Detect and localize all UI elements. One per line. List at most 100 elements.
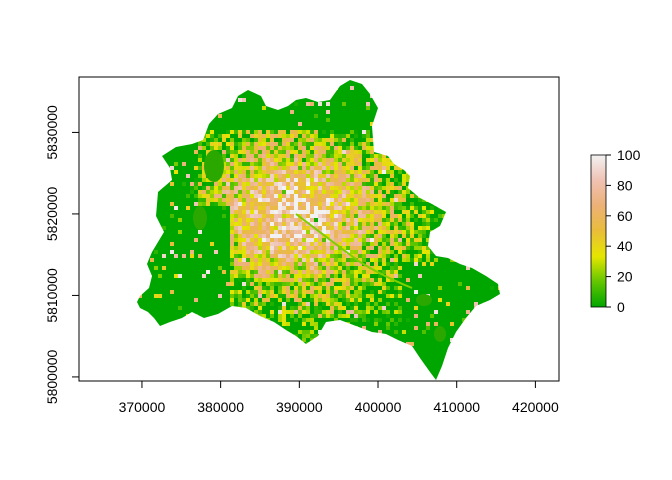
raster-cell (378, 254, 382, 258)
raster-cell (274, 142, 278, 146)
raster-cell (262, 174, 266, 178)
raster-cell (150, 82, 154, 86)
raster-cell (278, 98, 282, 102)
raster-cell (294, 258, 298, 262)
raster-cell (286, 122, 290, 126)
raster-cell (234, 158, 238, 162)
raster-cell (398, 138, 402, 142)
raster-cell (370, 102, 374, 106)
raster-cell (418, 162, 422, 166)
raster-cell (362, 186, 366, 190)
raster-cell (366, 182, 370, 186)
raster-cell (170, 186, 174, 190)
raster-cell (142, 154, 146, 158)
raster-cell (306, 102, 310, 106)
raster-cell (198, 162, 202, 166)
raster-cell (358, 94, 362, 98)
raster-cell (458, 102, 462, 106)
raster-cell (150, 206, 154, 210)
raster-cell (170, 234, 174, 238)
raster-cell (382, 246, 386, 250)
raster-cell (154, 190, 158, 194)
raster-cell (298, 174, 302, 178)
raster-cell (418, 262, 422, 266)
raster-cell (346, 202, 350, 206)
raster-cell (186, 154, 190, 158)
raster-cell (366, 246, 370, 250)
raster-cell (282, 154, 286, 158)
raster-cell (450, 194, 454, 198)
raster-cell (154, 122, 158, 126)
raster-cell (254, 110, 258, 114)
raster-cell (402, 150, 406, 154)
raster-cell (414, 286, 418, 290)
raster-cell (394, 230, 398, 234)
raster-cell (178, 178, 182, 182)
raster-cell (142, 146, 146, 150)
raster-cell (362, 126, 366, 130)
raster-cell (142, 210, 146, 214)
raster-cell (482, 234, 486, 238)
raster-cell (238, 234, 242, 238)
raster-cell (210, 122, 214, 126)
raster-cell (258, 234, 262, 238)
raster-cell (494, 250, 498, 254)
raster-cell (282, 90, 286, 94)
raster-cell (430, 270, 434, 274)
raster-cell (174, 154, 178, 158)
raster-cell (406, 206, 410, 210)
raster-cell (162, 162, 166, 166)
raster-cell (466, 158, 470, 162)
raster-cell (474, 278, 478, 282)
raster-cell (398, 110, 402, 114)
raster-cell (342, 94, 346, 98)
raster-cell (366, 194, 370, 198)
raster-cell (354, 134, 358, 138)
raster-cell (322, 274, 326, 278)
raster-cell (306, 270, 310, 274)
raster-cell (142, 266, 146, 270)
raster-cell (142, 94, 146, 98)
raster-cell (194, 190, 198, 194)
raster-cell (166, 142, 170, 146)
raster-cell (382, 98, 386, 102)
raster-cell (318, 242, 322, 246)
raster-cell (358, 254, 362, 258)
raster-cell (266, 282, 270, 286)
raster-cell (446, 98, 450, 102)
raster-cell (210, 282, 214, 286)
raster-cell (258, 214, 262, 218)
raster-cell (158, 146, 162, 150)
raster-cell (430, 158, 434, 162)
raster-cell (194, 80, 198, 82)
raster-cell (382, 174, 386, 178)
raster-cell (282, 214, 286, 218)
raster-cell (282, 190, 286, 194)
raster-cell (378, 250, 382, 254)
raster-cell (138, 278, 142, 282)
raster-cell (398, 270, 402, 274)
raster-cell (210, 142, 214, 146)
raster-cell (202, 230, 206, 234)
raster-cell (474, 150, 478, 154)
raster-cell (150, 202, 154, 206)
raster-cell (414, 80, 418, 82)
raster-cell (234, 110, 238, 114)
raster-cell (137, 118, 138, 122)
raster-cell (498, 102, 500, 106)
raster-cell (394, 290, 398, 294)
raster-cell (482, 166, 486, 170)
raster-cell (162, 146, 166, 150)
raster-cell (410, 122, 414, 126)
raster-cell (262, 246, 266, 250)
raster-cell (214, 262, 218, 266)
raster-cell (170, 82, 174, 86)
raster-cell (178, 94, 182, 98)
raster-cell (458, 194, 462, 198)
raster-cell (222, 102, 226, 106)
raster-cell (386, 80, 390, 82)
raster-cell (282, 226, 286, 230)
raster-cell (302, 214, 306, 218)
raster-cell (430, 130, 434, 134)
raster-cell (206, 214, 210, 218)
